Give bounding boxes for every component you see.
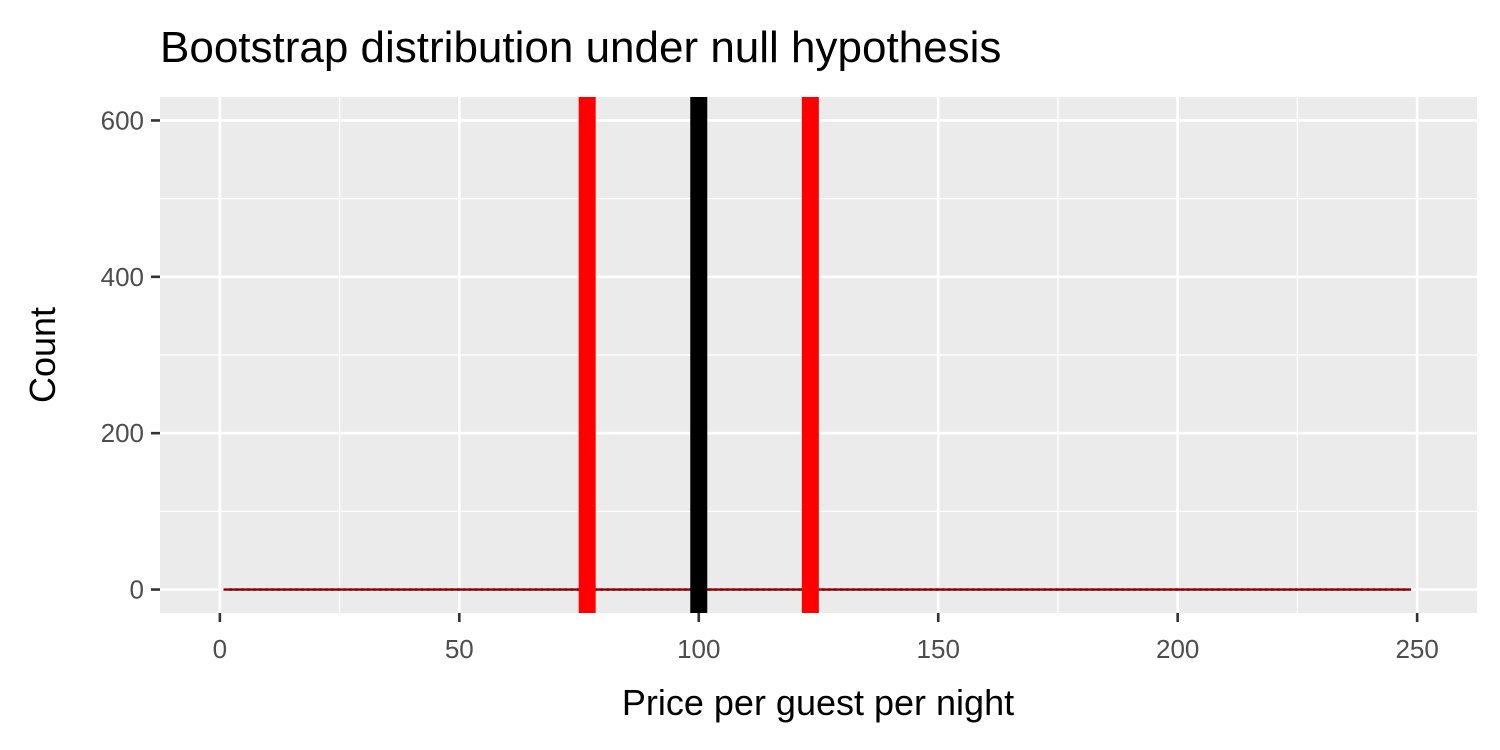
y-tick-label: 400 — [101, 262, 144, 292]
x-axis: 0 50 100 150 200 250 — [213, 613, 1439, 664]
y-tick-label: 600 — [101, 105, 144, 135]
x-axis-title: Price per guest per night — [622, 682, 1014, 723]
y-tick-label: 200 — [101, 418, 144, 448]
x-tick-label: 200 — [1156, 634, 1199, 664]
y-axis: 0 200 400 600 — [101, 105, 160, 605]
chart-title: Bootstrap distribution under null hypoth… — [160, 23, 1001, 72]
x-tick-label: 100 — [677, 634, 720, 664]
x-tick-label: 150 — [917, 634, 960, 664]
reference-lines — [578, 97, 819, 613]
x-tick-label: 0 — [213, 634, 227, 664]
y-axis-title: Count — [22, 307, 63, 403]
x-tick-label: 250 — [1395, 634, 1438, 664]
y-tick-label: 0 — [130, 575, 144, 605]
x-tick-label: 50 — [445, 634, 474, 664]
